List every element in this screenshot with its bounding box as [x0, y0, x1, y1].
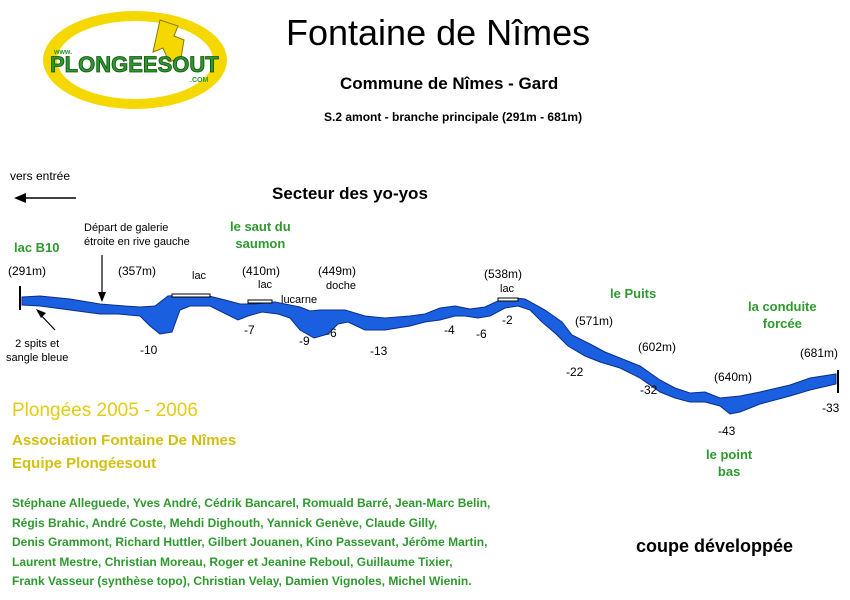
plongees-years: Plongées 2005 - 2006 — [12, 400, 198, 421]
distance-449: (449m) — [318, 264, 357, 278]
distance-681: (681m) — [800, 346, 839, 360]
label-depart: Départ de galerie étroite en rive gauche — [84, 222, 190, 248]
section-label: S.2 amont - branche principale (291m - 6… — [324, 110, 583, 124]
page-title: Fontaine de Nîmes — [286, 12, 591, 53]
coupe-label: coupe développée — [636, 536, 794, 556]
label-doche: doche — [326, 280, 356, 292]
svg-text:www.: www. — [53, 49, 72, 56]
divers-line: Stéphane Alleguede, Yves André, Cédrik B… — [12, 496, 491, 510]
label-lac-b10: lac B10 — [14, 240, 60, 255]
label-lac: lac — [258, 279, 273, 291]
depth-label: -33 — [822, 401, 840, 415]
depth-label: -32 — [640, 383, 658, 397]
depth-label: -10 — [140, 343, 158, 357]
page-subtitle: Commune de Nîmes - Gard — [340, 74, 559, 93]
gallery-profile — [21, 294, 837, 415]
plongeesout-logo: www. PLONGEESOUT .COM — [43, 11, 227, 109]
label-conduite-forcee: la conduite forcée — [748, 299, 817, 331]
distance-410: (410m) — [242, 264, 281, 278]
distance-571: (571m) — [575, 314, 614, 328]
divers-line: Denis Grammont, Richard Huttler, Gilbert… — [12, 535, 488, 549]
label-spits: 2 spits et sangle bleue — [6, 338, 69, 364]
lac-marker — [247, 299, 273, 304]
depth-label: -6 — [476, 327, 487, 341]
team-name: Equipe Plongéesout — [12, 455, 157, 472]
svg-text:.COM: .COM — [190, 77, 208, 84]
divers-line: Laurent Mestre, Christian Moreau, Roger … — [12, 554, 453, 569]
direction-arrow-icon — [14, 193, 76, 203]
label-saut-saumon: le saut du saumon — [230, 219, 291, 251]
distance-640: (640m) — [714, 370, 753, 384]
distance-538: (538m) — [484, 267, 523, 281]
divers-line: Frank Vasseur (synthèse topo), Christian… — [12, 574, 472, 588]
depth-label: -7 — [244, 323, 255, 337]
label-lucarne: lucarne — [281, 294, 318, 306]
depth-label: -9 — [299, 334, 310, 348]
depth-label: -2 — [502, 313, 513, 327]
label-lac: lac — [500, 283, 515, 295]
divers-line: Régis Brahic, André Coste, Mehdi Dighout… — [12, 515, 438, 530]
svg-text:PLONGEESOUT: PLONGEESOUT — [50, 52, 219, 77]
lac-marker — [497, 297, 519, 302]
sector-title: Secteur des yo-yos — [272, 184, 428, 203]
depth-label: -13 — [370, 344, 388, 358]
depth-label: -22 — [566, 365, 584, 379]
direction-label: vers entrée — [10, 169, 71, 183]
label-lac: lac — [192, 270, 207, 282]
association-name: Association Fontaine De Nîmes — [12, 432, 237, 449]
distance-357: (357m) — [118, 264, 157, 278]
divers-list: Stéphane Alleguede, Yves André, Cédrik B… — [12, 494, 490, 592]
distance-602: (602m) — [638, 340, 677, 354]
diver-icon — [152, 19, 185, 63]
label-point-bas: le point bas — [706, 447, 753, 479]
lac-marker — [171, 293, 211, 298]
depth-label: -4 — [444, 323, 455, 337]
depth-label: -43 — [718, 424, 736, 438]
depth-label: -6 — [326, 326, 337, 340]
distance-291: (291m) — [8, 264, 47, 278]
label-puits: le Puits — [610, 286, 657, 301]
